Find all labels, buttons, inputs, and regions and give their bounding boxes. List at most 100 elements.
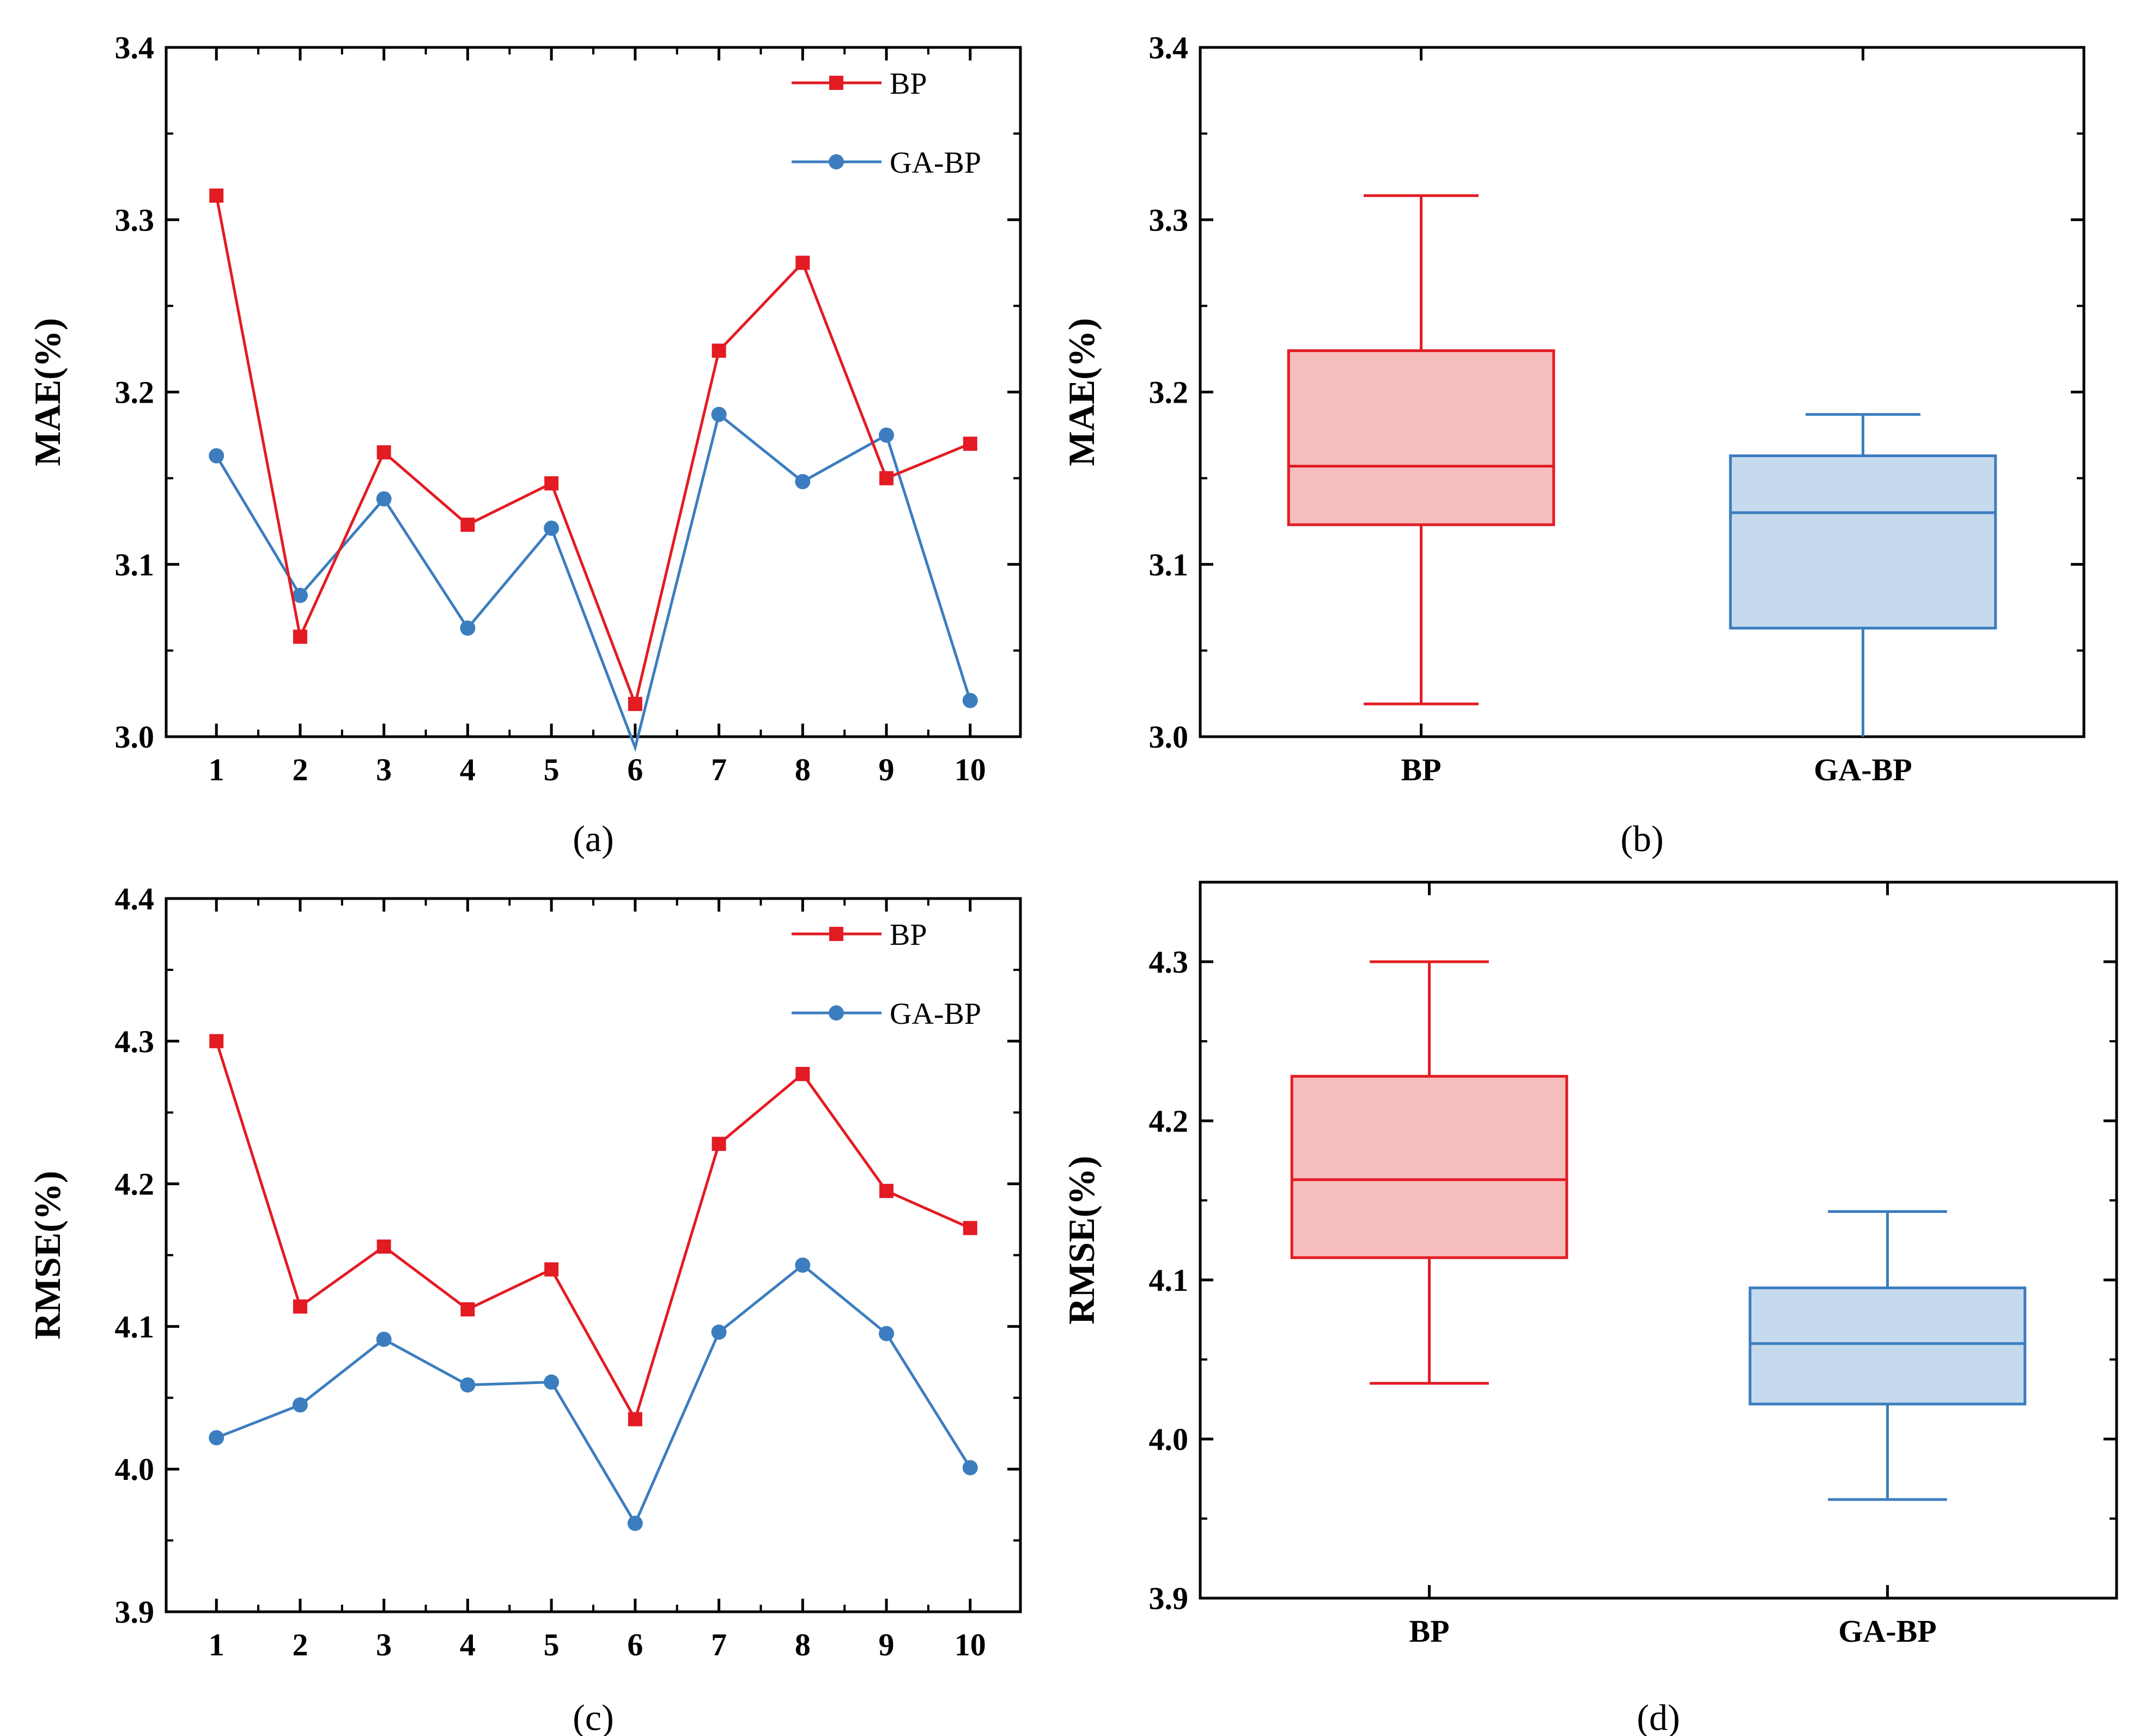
- data-point-ga-bp: [879, 1326, 895, 1342]
- y-tick-label: 4.1: [115, 1309, 155, 1344]
- y-axis-label: MAE(%): [1061, 318, 1102, 466]
- data-point-ga-bp: [292, 587, 308, 603]
- box-iqr-bp: [1290, 1075, 1569, 1259]
- data-point-bp: [376, 445, 391, 460]
- series-line-ga-bp: [215, 412, 972, 752]
- data-point-ga-bp: [460, 620, 476, 636]
- data-point-bp: [963, 436, 977, 451]
- legend-label-ga-bp: GA-BP: [890, 146, 981, 180]
- x-tick-label: 6: [627, 1627, 643, 1662]
- y-tick-label: 4.2: [115, 1167, 155, 1202]
- legend-label-bp: BP: [890, 918, 927, 952]
- x-tick-label: 4: [460, 1627, 476, 1662]
- legend-label-ga-bp: GA-BP: [890, 997, 981, 1031]
- x-tick-label: GA-BP: [1838, 1613, 1936, 1649]
- data-point-ga-bp: [292, 1397, 308, 1413]
- x-tick-label: 10: [955, 1627, 986, 1662]
- box-iqr-bp: [1287, 349, 1555, 526]
- x-tick-label: 1: [209, 1627, 224, 1662]
- data-point-ga-bp: [627, 1515, 643, 1531]
- y-tick-label: 3.1: [1149, 547, 1189, 582]
- box-chart-d: 3.9 4.0 4.1 4.2 4.3 RMSE(%) (d) BP GA-BP: [1061, 881, 2118, 1736]
- x-tick-label: GA-BP: [1814, 752, 1912, 787]
- data-point-ga-bp: [795, 474, 811, 489]
- data-point-bp: [544, 1262, 559, 1277]
- y-axis-label: RMSE(%): [27, 1171, 68, 1340]
- y-tick-label: 4.4: [115, 881, 155, 916]
- data-point-bp: [963, 1221, 977, 1235]
- y-tick-label: 3.4: [1149, 30, 1189, 65]
- data-point-ga-bp: [544, 1374, 560, 1390]
- legend-marker-bp: [829, 927, 843, 941]
- data-point-bp: [209, 1034, 224, 1048]
- y-tick-label: 4.3: [115, 1024, 155, 1059]
- data-point-bp: [879, 1183, 894, 1198]
- x-tick-label: 9: [879, 1627, 895, 1662]
- panel-caption: (d): [1637, 1697, 1680, 1736]
- y-axis-label: RMSE(%): [1061, 1156, 1102, 1325]
- data-point-bp: [795, 256, 810, 270]
- plot-frame: [1199, 881, 2118, 1600]
- y-tick-label: 3.9: [1149, 1581, 1189, 1616]
- data-point-bp: [293, 1299, 307, 1314]
- data-point-ga-bp: [711, 1324, 727, 1340]
- y-tick-label: 3.2: [115, 375, 155, 410]
- x-tick-label: 9: [879, 752, 895, 787]
- legend-marker-bp: [829, 76, 843, 90]
- data-point-bp: [376, 1239, 391, 1254]
- data-point-ga-bp: [962, 1460, 978, 1476]
- x-tick-label: BP: [1409, 1613, 1449, 1649]
- data-point-bp: [293, 629, 307, 644]
- data-point-ga-bp: [460, 1377, 476, 1393]
- panel-caption: (a): [573, 818, 613, 859]
- data-point-bp: [879, 471, 894, 485]
- data-point-ga-bp: [209, 1430, 224, 1446]
- x-tick-label: 4: [460, 752, 476, 787]
- data-point-bp: [544, 476, 559, 491]
- panel-caption: (b): [1620, 818, 1663, 859]
- x-tick-label: 7: [711, 752, 727, 787]
- x-tick-label: 7: [711, 1627, 727, 1662]
- x-tick-label: 5: [544, 1627, 560, 1662]
- data-point-ga-bp: [376, 1331, 392, 1347]
- data-point-bp: [460, 1302, 475, 1316]
- x-tick-label: 6: [627, 752, 643, 787]
- data-point-ga-bp: [544, 520, 560, 536]
- box-iqr-ga-bp: [1729, 454, 1997, 630]
- legend-marker-ga-bp: [829, 154, 844, 169]
- x-tick-label: 2: [292, 1627, 308, 1662]
- y-tick-label: 4.0: [1149, 1422, 1189, 1457]
- y-tick-label: 3.0: [115, 719, 155, 755]
- x-tick-label: 3: [376, 752, 392, 787]
- x-tick-label: 2: [292, 752, 308, 787]
- y-tick-label: 4.3: [1149, 944, 1189, 980]
- series-line-ga-bp: [216, 1263, 971, 1527]
- x-tick-label: 10: [955, 752, 986, 787]
- series-line-bp: [215, 195, 971, 709]
- data-point-bp: [712, 1137, 726, 1151]
- x-tick-label: 1: [209, 752, 224, 787]
- data-point-ga-bp: [376, 491, 392, 507]
- data-point-ga-bp: [209, 448, 224, 464]
- y-tick-label: 4.2: [1149, 1103, 1189, 1139]
- box-iqr-ga-bp: [1748, 1286, 2027, 1406]
- y-tick-label: 4.0: [115, 1452, 155, 1487]
- box-chart-b: 3.0 3.1 3.2 3.3 3.4 MAE(%) (b) BP GA-BP: [1061, 30, 2086, 859]
- line-chart-a: 3.0 3.1 3.2 3.3 3.4 MAE(%) (a) 1 2 3 4 5 6 7 8 9 10 BP GA-…: [27, 30, 1022, 859]
- x-tick-label: BP: [1401, 752, 1441, 787]
- series-line-bp: [215, 1041, 971, 1423]
- y-tick-label: 4.1: [1149, 1262, 1189, 1298]
- y-tick-label: 3.4: [115, 30, 155, 65]
- data-point-ga-bp: [879, 427, 895, 443]
- y-axis-label: MAE(%): [27, 318, 68, 466]
- y-tick-label: 3.9: [115, 1594, 155, 1630]
- x-tick-label: 5: [544, 752, 560, 787]
- x-tick-label: 3: [376, 1627, 392, 1662]
- panel-caption: (c): [573, 1697, 613, 1736]
- data-point-bp: [795, 1067, 810, 1082]
- data-point-bp: [628, 1412, 642, 1427]
- y-tick-label: 3.0: [1149, 719, 1189, 755]
- x-tick-label: 8: [795, 752, 811, 787]
- data-point-ga-bp: [711, 406, 727, 422]
